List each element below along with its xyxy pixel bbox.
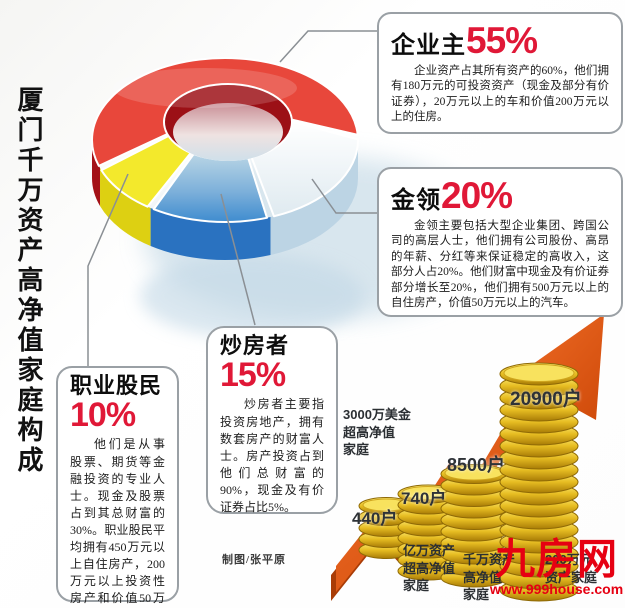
bar-category-label: 亿万资产 超高净值 家庭 (403, 543, 456, 594)
callout-description: 企业资产占其所有资产的60%，他们拥有180万元的可投资资产（现金及部分有价证券… (391, 65, 609, 124)
bar-value-label: 8500户 (447, 455, 506, 475)
donut-chart (91, 57, 359, 260)
segment-name: 职业股民 (70, 373, 163, 398)
segment-percent: 15% (220, 356, 286, 395)
pie-side-职业股民 (100, 168, 151, 246)
watermark: 九房网 www.999house.com (488, 536, 625, 597)
bar-value-label: 440户 (352, 509, 398, 528)
bar-category-label: 200万元 资产家庭 (545, 552, 598, 585)
pie-segment-职业股民 (100, 134, 192, 208)
callout-heading: 企业主55% (391, 20, 609, 62)
segment-name: 金领 (391, 187, 441, 214)
callout-property-speculators: 炒房者 15% 炒房者主要指投资房地产，拥有数套房产的财富人士。房产投资占到他们… (206, 326, 338, 514)
bar-category-label: 千万资产 高净值 家庭 (463, 552, 516, 603)
connector-炒房者 (220, 193, 256, 326)
callout-description: 炒房者主要指投资房地产，拥有数套房产的财富人士。房产投资占到他们总财富的90%，… (220, 397, 324, 514)
callout-connectors (87, 30, 385, 366)
connector-金领 (311, 178, 378, 214)
page-title: 厦门千万资产高净值家庭构成 (14, 86, 43, 476)
watermark-url: www.999house.com (489, 581, 624, 597)
callout-heading: 炒房者 15% (220, 334, 324, 394)
bar-value-label: 740户 (401, 489, 447, 508)
segment-name: 炒房者 (220, 333, 290, 358)
bar-value-label: 20900户 (510, 389, 582, 410)
callout-stock-investors: 职业股民 10% 他们是从事股票、期货等金融投资的专业人士。现金及股票占到其总财… (56, 366, 179, 608)
watermark-logo: 九房网 (495, 536, 618, 584)
connector-职业股民 (87, 173, 129, 366)
bar-category-label: 3000万美金 超高净值 家庭 (343, 407, 411, 458)
credit-line: 制图/张平原 (222, 554, 287, 566)
connector-企业主 (279, 30, 385, 63)
donut-hole-floor (173, 103, 283, 161)
segment-percent: 10% (70, 396, 136, 435)
pie-segment-金领 (250, 120, 359, 218)
callout-business-owners: 企业主55% 企业资产占其所有资产的60%，他们拥有180万元的可投资资产（现金… (377, 12, 623, 134)
coin-stack-千万资产高净值家庭 (440, 464, 508, 588)
segment-name: 企业主 (391, 32, 466, 59)
coin-bar-chart (358, 362, 579, 602)
coin-stack-200万元资产家庭 (499, 362, 579, 602)
callout-gold-collar: 金领20% 金领主要包括大型企业集团、跨国公司的高层人士，他们拥有公司股份、高昂… (377, 167, 623, 317)
pie-side-金领 (270, 140, 358, 256)
callout-heading: 金领20% (391, 175, 609, 217)
pie-segment-企业主 (91, 57, 359, 167)
callout-description: 他们是从事股票、期货等金融投资的专业人士。现金及股票占到其总财富的30%。职业股… (70, 437, 165, 608)
donut-gloss (113, 68, 297, 108)
segment-percent: 55% (466, 20, 538, 61)
callout-description: 金领主要包括大型企业集团、跨国公司的高层人士，他们拥有公司股份、高昂的年薪、分红… (391, 220, 609, 310)
pie-side-炒房者 (150, 207, 271, 260)
callout-heading: 职业股民 10% (70, 374, 165, 434)
coin-top-face (503, 364, 575, 382)
donut-reflection (140, 254, 364, 338)
segment-percent: 20% (441, 175, 513, 216)
